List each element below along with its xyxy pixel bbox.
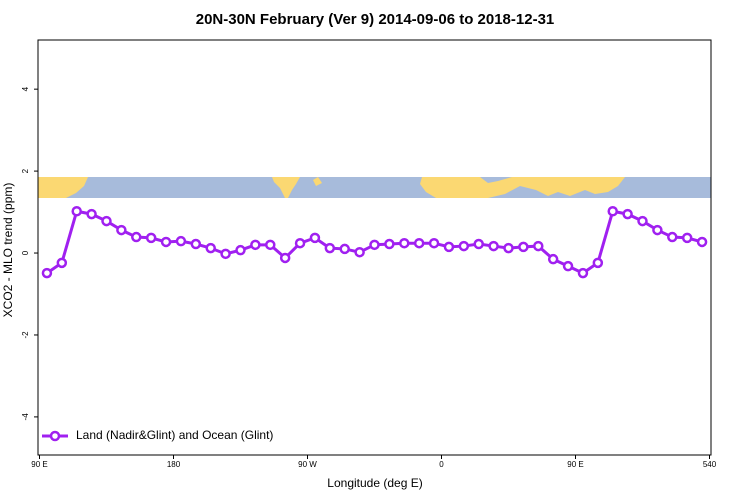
x-tick-label: 90 W: [298, 460, 317, 469]
data-point: [473, 238, 484, 250]
data-point: [294, 237, 306, 249]
data-point: [369, 239, 380, 251]
data-point: [577, 267, 589, 279]
y-tick-label: -2: [21, 331, 30, 339]
data-point: [220, 248, 231, 260]
data-point: [443, 241, 455, 253]
chart-title: 20N-30N February (Ver 9) 2014-09-06 to 2…: [196, 11, 555, 28]
data-point: [309, 232, 321, 244]
x-tick-label: 90 E: [567, 460, 583, 469]
data-point: [533, 240, 544, 252]
data-point: [71, 205, 82, 217]
data-point: [696, 236, 708, 248]
data-point: [413, 237, 425, 249]
plot-frame: [37, 39, 712, 456]
data-point: [160, 236, 172, 248]
data-point: [56, 257, 68, 269]
y-tick-label: 4: [21, 86, 30, 91]
data-point: [131, 231, 142, 243]
data-point: [399, 237, 410, 249]
data-point: [101, 215, 112, 227]
legend-marker: [49, 430, 61, 442]
land: [38, 177, 88, 198]
data-point: [518, 241, 529, 253]
data-point: [86, 208, 97, 220]
data-point: [235, 244, 246, 256]
data-point: [190, 238, 202, 250]
data-point: [622, 208, 633, 220]
data-point: [250, 239, 261, 251]
land: [420, 177, 625, 198]
x-tick-label: 0: [439, 460, 444, 469]
data-point: [116, 224, 127, 236]
x-axis-label: Longitude (deg E): [327, 476, 422, 490]
data-point: [279, 252, 291, 264]
land: [272, 177, 300, 198]
data-point: [458, 240, 470, 252]
x-tick-label: 540: [703, 460, 717, 469]
data-point: [652, 224, 663, 236]
legend-label: Land (Nadir&Glint) and Ocean (Glint): [76, 428, 273, 442]
data-point: [503, 242, 514, 254]
data-point: [637, 215, 648, 227]
data-point: [145, 232, 157, 244]
data-point: [607, 205, 618, 217]
y-tick-label: -4: [21, 413, 30, 421]
data-point: [428, 237, 440, 249]
y-axis-label: XCO2 - MLO trend (ppm): [1, 183, 15, 318]
data-point: [265, 239, 276, 251]
data-point: [41, 267, 53, 279]
data-point: [667, 231, 678, 243]
y-tick-label: 0: [21, 250, 30, 255]
data-point: [592, 257, 604, 269]
x-tick-label: 180: [167, 460, 181, 469]
data-point: [175, 235, 187, 247]
data-point: [547, 253, 559, 265]
y-tick-label: 2: [21, 168, 30, 173]
data-point: [205, 242, 216, 254]
data-point: [354, 246, 365, 258]
data-point: [324, 242, 336, 254]
land: [313, 177, 322, 186]
data-point: [562, 260, 574, 272]
data-point: [488, 240, 499, 252]
data-point: [681, 232, 693, 244]
data-point: [339, 243, 350, 255]
data-point: [384, 238, 395, 250]
x-tick-label: 90 E: [31, 460, 47, 469]
map-strip: [38, 177, 711, 198]
